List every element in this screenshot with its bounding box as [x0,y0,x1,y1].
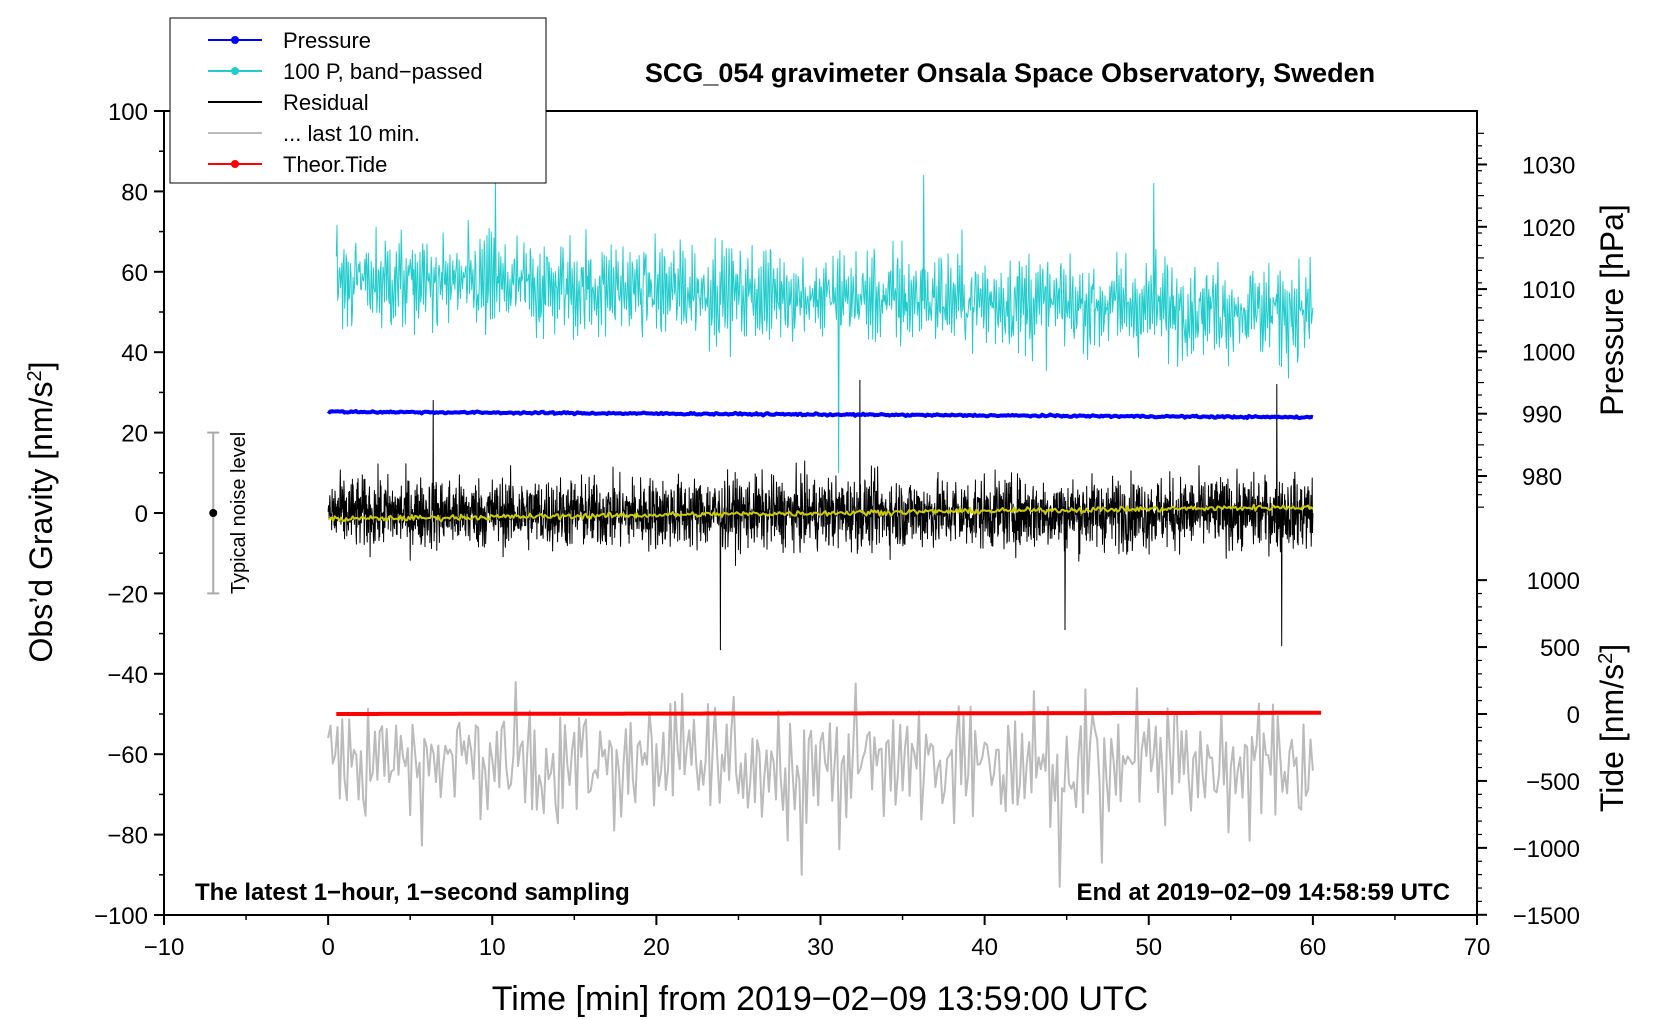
y-axis-label: Obs’d Gravity [nm/s2] [23,362,59,663]
x-tick-label: 60 [1300,934,1327,961]
x-tick-label: −10 [144,934,185,961]
legend-marker [231,160,239,168]
y-tick-label: 100 [108,99,148,126]
y-tick-label: −20 [107,581,148,608]
pressure-tick-label: 1020 [1522,215,1575,242]
theoretical-tide-series [336,710,1322,716]
y-axis-gravity: 100 80 60 40 20 0 −20 −40 −60 −80 −100 [94,99,164,930]
x-tick-label: 70 [1464,934,1491,961]
x-tick-label: 0 [321,934,334,961]
noise-bar-label: Typical noise level [228,432,250,594]
x-axis-label: Time [min] from 2019−02−09 13:59:00 UTC [492,980,1148,1018]
pressure-tick-label: 1010 [1522,277,1575,304]
pressure-tick-label: 1000 [1522,339,1575,366]
legend-label: Theor.Tide [283,152,387,177]
annotation-end-time: End at 2019−02−09 14:58:59 UTC [1076,879,1450,906]
legend-marker [231,36,239,44]
pressure-axis-label: Pressure [hPa] [1594,204,1630,416]
y-axis-pressure: 1030 1020 1010 1000 990 980 [1477,132,1575,508]
y-tick-label: 60 [121,260,148,287]
x-tick-label: 50 [1135,934,1162,961]
y-tick-label: −100 [94,903,148,930]
y-axis-tide: 1000 500 0 −500 −1000 −1500 [1477,568,1580,930]
y-tick-label: 0 [135,501,148,528]
legend-label: Residual [283,90,369,115]
tide-tick-label: 500 [1540,635,1580,662]
legend-label: Pressure [283,28,371,53]
y-tick-label: 20 [121,421,148,448]
pressure-tick-label: 980 [1522,464,1562,491]
annotation-sampling: The latest 1−hour, 1−second sampling [195,879,630,906]
y-tick-label: −80 [107,823,148,850]
legend-marker [231,67,239,75]
legend: Pressure 100 P, band−passed Residual ... la… [169,17,547,184]
tide-tick-label: 0 [1567,702,1580,729]
y-tick-label: −60 [107,742,148,769]
noise-bar-group: Typical noise level [207,431,250,595]
pressure-tick-label: 1030 [1522,152,1575,179]
x-tick-label: 30 [807,934,834,961]
last-10-min-series [327,681,1314,888]
tide-tick-label: 1000 [1527,568,1580,595]
noise-bar-point [209,509,218,517]
legend-label: 100 P, band−passed [283,59,483,84]
x-axis: −10 0 10 20 30 40 50 60 70 [144,915,1491,961]
y-tick-label: 80 [121,179,148,206]
x-tick-label: 40 [971,934,998,961]
legend-box [169,17,547,184]
tide-tick-label: −1500 [1513,903,1580,930]
band-passed-pressure-series [335,174,1314,474]
tide-axis-label: Tide [nm/s2] [1594,644,1630,812]
y-tick-label: −40 [107,662,148,689]
tide-tick-label: −500 [1526,769,1580,796]
pressure-series [326,409,1314,421]
series-layer [326,174,1322,888]
legend-label: ... last 10 min. [283,121,420,146]
residual-series [327,379,1314,651]
chart-title: SCG_054 gravimeter Onsala Space Observat… [645,58,1375,88]
pressure-tick-label: 990 [1522,402,1562,429]
x-tick-label: 10 [479,934,506,961]
tide-tick-label: −1000 [1513,836,1580,863]
residual-smoothed-series [327,503,1314,523]
x-tick-label: 20 [643,934,670,961]
y-tick-label: 40 [121,340,148,367]
